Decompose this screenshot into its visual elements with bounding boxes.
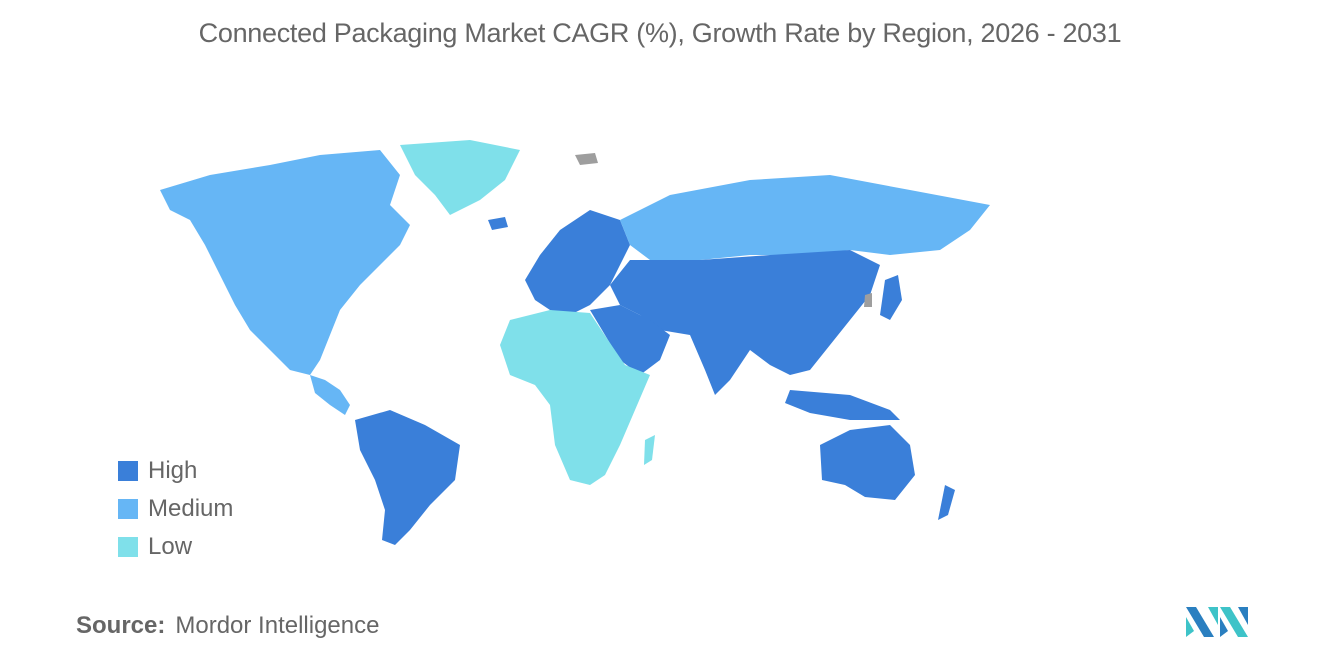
region-svalbard	[575, 153, 598, 165]
region-africa	[500, 310, 650, 485]
region-japan	[880, 275, 902, 320]
swatch-high	[118, 461, 138, 481]
legend: High Medium Low	[118, 452, 233, 566]
region-madagascar	[644, 435, 655, 465]
region-greenland	[400, 140, 520, 215]
legend-item-medium: Medium	[118, 490, 233, 528]
region-indonesia	[785, 390, 900, 420]
source-value: Mordor Intelligence	[175, 612, 380, 639]
source-line: Source: Mordor Intelligence	[76, 612, 379, 640]
region-asia	[610, 250, 880, 395]
chart-title: Connected Packaging Market CAGR (%), Gro…	[198, 18, 1122, 48]
region-north-america	[160, 150, 410, 375]
region-russia	[620, 175, 990, 260]
region-new-zealand	[938, 485, 955, 520]
legend-label: High	[148, 457, 198, 484]
legend-item-high: High	[118, 452, 233, 490]
region-middle-east	[590, 305, 670, 375]
region-korea	[864, 293, 872, 307]
mordor-logo-icon	[1186, 607, 1248, 637]
region-europe	[525, 210, 630, 315]
region-australia	[820, 425, 915, 500]
region-south-america	[355, 410, 460, 545]
source-label: Source:	[76, 612, 166, 639]
swatch-medium	[118, 499, 138, 519]
legend-item-low: Low	[118, 528, 233, 566]
legend-label: Medium	[148, 495, 234, 522]
region-iceland	[488, 217, 508, 230]
legend-label: Low	[148, 533, 193, 560]
region-central-america	[310, 375, 350, 415]
world-map	[160, 140, 990, 545]
swatch-low	[118, 537, 138, 557]
